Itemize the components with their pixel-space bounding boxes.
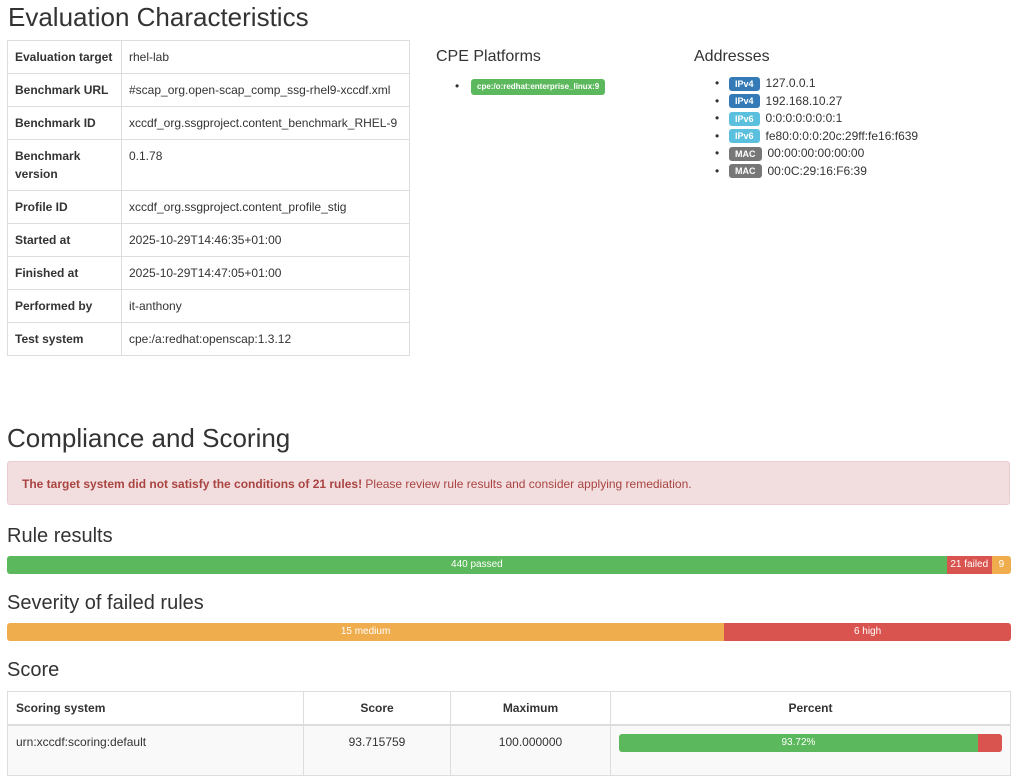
addresses-heading: Addresses: [694, 48, 770, 65]
row-value: it-anthony: [121, 289, 410, 323]
list-item: MAC 00:0C:29:16:F6:39: [713, 163, 918, 181]
score-table: Scoring system Score Maximum Percent urn…: [7, 691, 1011, 776]
ipv6-badge: IPv6: [729, 129, 760, 144]
score-percent-bar: 93.72%: [619, 734, 1002, 752]
cpe-list: cpe:/o:redhat:enterprise_linux:9: [452, 78, 606, 95]
row-key: Benchmark URL: [7, 73, 122, 107]
medium-segment[interactable]: 15 medium: [7, 623, 725, 641]
row-key: Finished at: [7, 256, 122, 290]
table-row: Test system cpe:/a:redhat:openscap:1.3.1…: [7, 322, 410, 356]
ipv4-badge: IPv4: [729, 76, 760, 91]
other-segment[interactable]: 9: [991, 556, 1011, 574]
address-value: 192.168.10.27: [765, 93, 843, 108]
column-header-score: Score: [303, 691, 451, 726]
row-value: xccdf_org.ssgproject.content_profile_sti…: [121, 190, 410, 224]
address-value: 127.0.0.1: [765, 76, 816, 90]
column-header-scoring-system: Scoring system: [7, 691, 304, 726]
table-row: urn:xccdf:scoring:default 93.715759 100.…: [7, 724, 1011, 776]
ipv4-badge: IPv4: [729, 94, 760, 109]
table-row: Finished at 2025-10-29T14:47:05+01:00: [7, 256, 410, 290]
table-row: Benchmark ID xccdf_org.ssgproject.conten…: [7, 106, 410, 140]
table-row: Evaluation target rhel-lab: [7, 40, 410, 74]
evaluation-heading: Evaluation Characteristics: [8, 2, 309, 32]
rule-results-heading: Rule results: [7, 525, 113, 547]
column-header-maximum: Maximum: [450, 691, 611, 726]
table-row: Benchmark version 0.1.78: [7, 139, 410, 191]
row-key: Profile ID: [7, 190, 122, 224]
row-value: 2025-10-29T14:46:35+01:00: [121, 223, 410, 257]
rule-results-bar: 440 passed 21 failed 9: [7, 556, 1011, 574]
list-item: MAC 00:00:00:00:00:00: [713, 145, 918, 163]
row-key: Benchmark ID: [7, 106, 122, 140]
severity-bar: 15 medium 6 high: [7, 623, 1011, 641]
addresses-list: IPv4 127.0.0.1 IPv4 192.168.10.27 IPv6 0:0:…: [713, 75, 918, 180]
cpe-badge: cpe:/o:redhat:enterprise_linux:9: [471, 78, 606, 95]
failed-segment[interactable]: 21 failed: [946, 556, 992, 574]
row-key: Test system: [7, 322, 122, 356]
percent-cell: 93.72%: [610, 724, 1011, 776]
table-row: Performed by it-anthony: [7, 289, 410, 323]
table-row: Benchmark URL #scap_org.open-scap_comp_s…: [7, 73, 410, 107]
row-key: Evaluation target: [7, 40, 122, 74]
scoring-system-cell: urn:xccdf:scoring:default: [7, 724, 304, 776]
row-value: 2025-10-29T14:47:05+01:00: [121, 256, 410, 290]
table-row: Profile ID xccdf_org.ssgproject.content_…: [7, 190, 410, 224]
row-key: Benchmark version: [7, 139, 122, 191]
row-value: rhel-lab: [121, 40, 410, 74]
row-value: xccdf_org.ssgproject.content_benchmark_R…: [121, 106, 410, 140]
address-value: 00:0C:29:16:F6:39: [767, 163, 867, 178]
list-item: cpe:/o:redhat:enterprise_linux:9: [452, 78, 606, 95]
address-value: fe80:0:0:0:20c:29ff:fe16:f639: [765, 128, 919, 143]
row-value: #scap_org.open-scap_comp_ssg-rhel9-xccdf…: [121, 73, 410, 107]
evaluation-table: Evaluation target rhel-lab Benchmark URL…: [7, 40, 410, 356]
alert-text: Please review rule results and consider …: [362, 477, 692, 491]
address-value: 00:00:00:00:00:00: [767, 146, 865, 160]
list-item: IPv4 127.0.0.1: [713, 75, 918, 93]
score-pass-segment: 93.72%: [619, 734, 978, 752]
cpe-platforms-heading: CPE Platforms: [436, 48, 541, 65]
passed-segment[interactable]: 440 passed: [7, 556, 947, 574]
list-item: IPv4 192.168.10.27: [713, 93, 918, 111]
compliance-alert: The target system did not satisfy the co…: [7, 461, 1010, 505]
list-item: IPv6 0:0:0:0:0:0:0:1: [713, 110, 918, 128]
column-header-percent: Percent: [610, 691, 1011, 726]
row-key: Started at: [7, 223, 122, 257]
row-value: 0.1.78: [121, 139, 410, 191]
score-fail-segment: [977, 734, 1002, 752]
table-header-row: Scoring system Score Maximum Percent: [7, 691, 1011, 726]
address-value: 0:0:0:0:0:0:0:1: [765, 111, 843, 125]
high-segment[interactable]: 6 high: [724, 623, 1011, 641]
mac-badge: MAC: [729, 164, 762, 179]
mac-badge: MAC: [729, 146, 762, 161]
compliance-heading: Compliance and Scoring: [7, 423, 291, 453]
table-row: Started at 2025-10-29T14:46:35+01:00: [7, 223, 410, 257]
score-cell: 93.715759: [303, 724, 451, 776]
list-item: IPv6 fe80:0:0:0:20c:29ff:fe16:f639: [713, 128, 918, 146]
score-heading: Score: [7, 659, 60, 681]
ipv6-badge: IPv6: [729, 111, 760, 126]
row-value: cpe:/a:redhat:openscap:1.3.12: [121, 322, 410, 356]
row-key: Performed by: [7, 289, 122, 323]
alert-strong-text: The target system did not satisfy the co…: [22, 477, 363, 491]
maximum-cell: 100.000000: [450, 724, 611, 776]
severity-heading: Severity of failed rules: [7, 592, 204, 614]
